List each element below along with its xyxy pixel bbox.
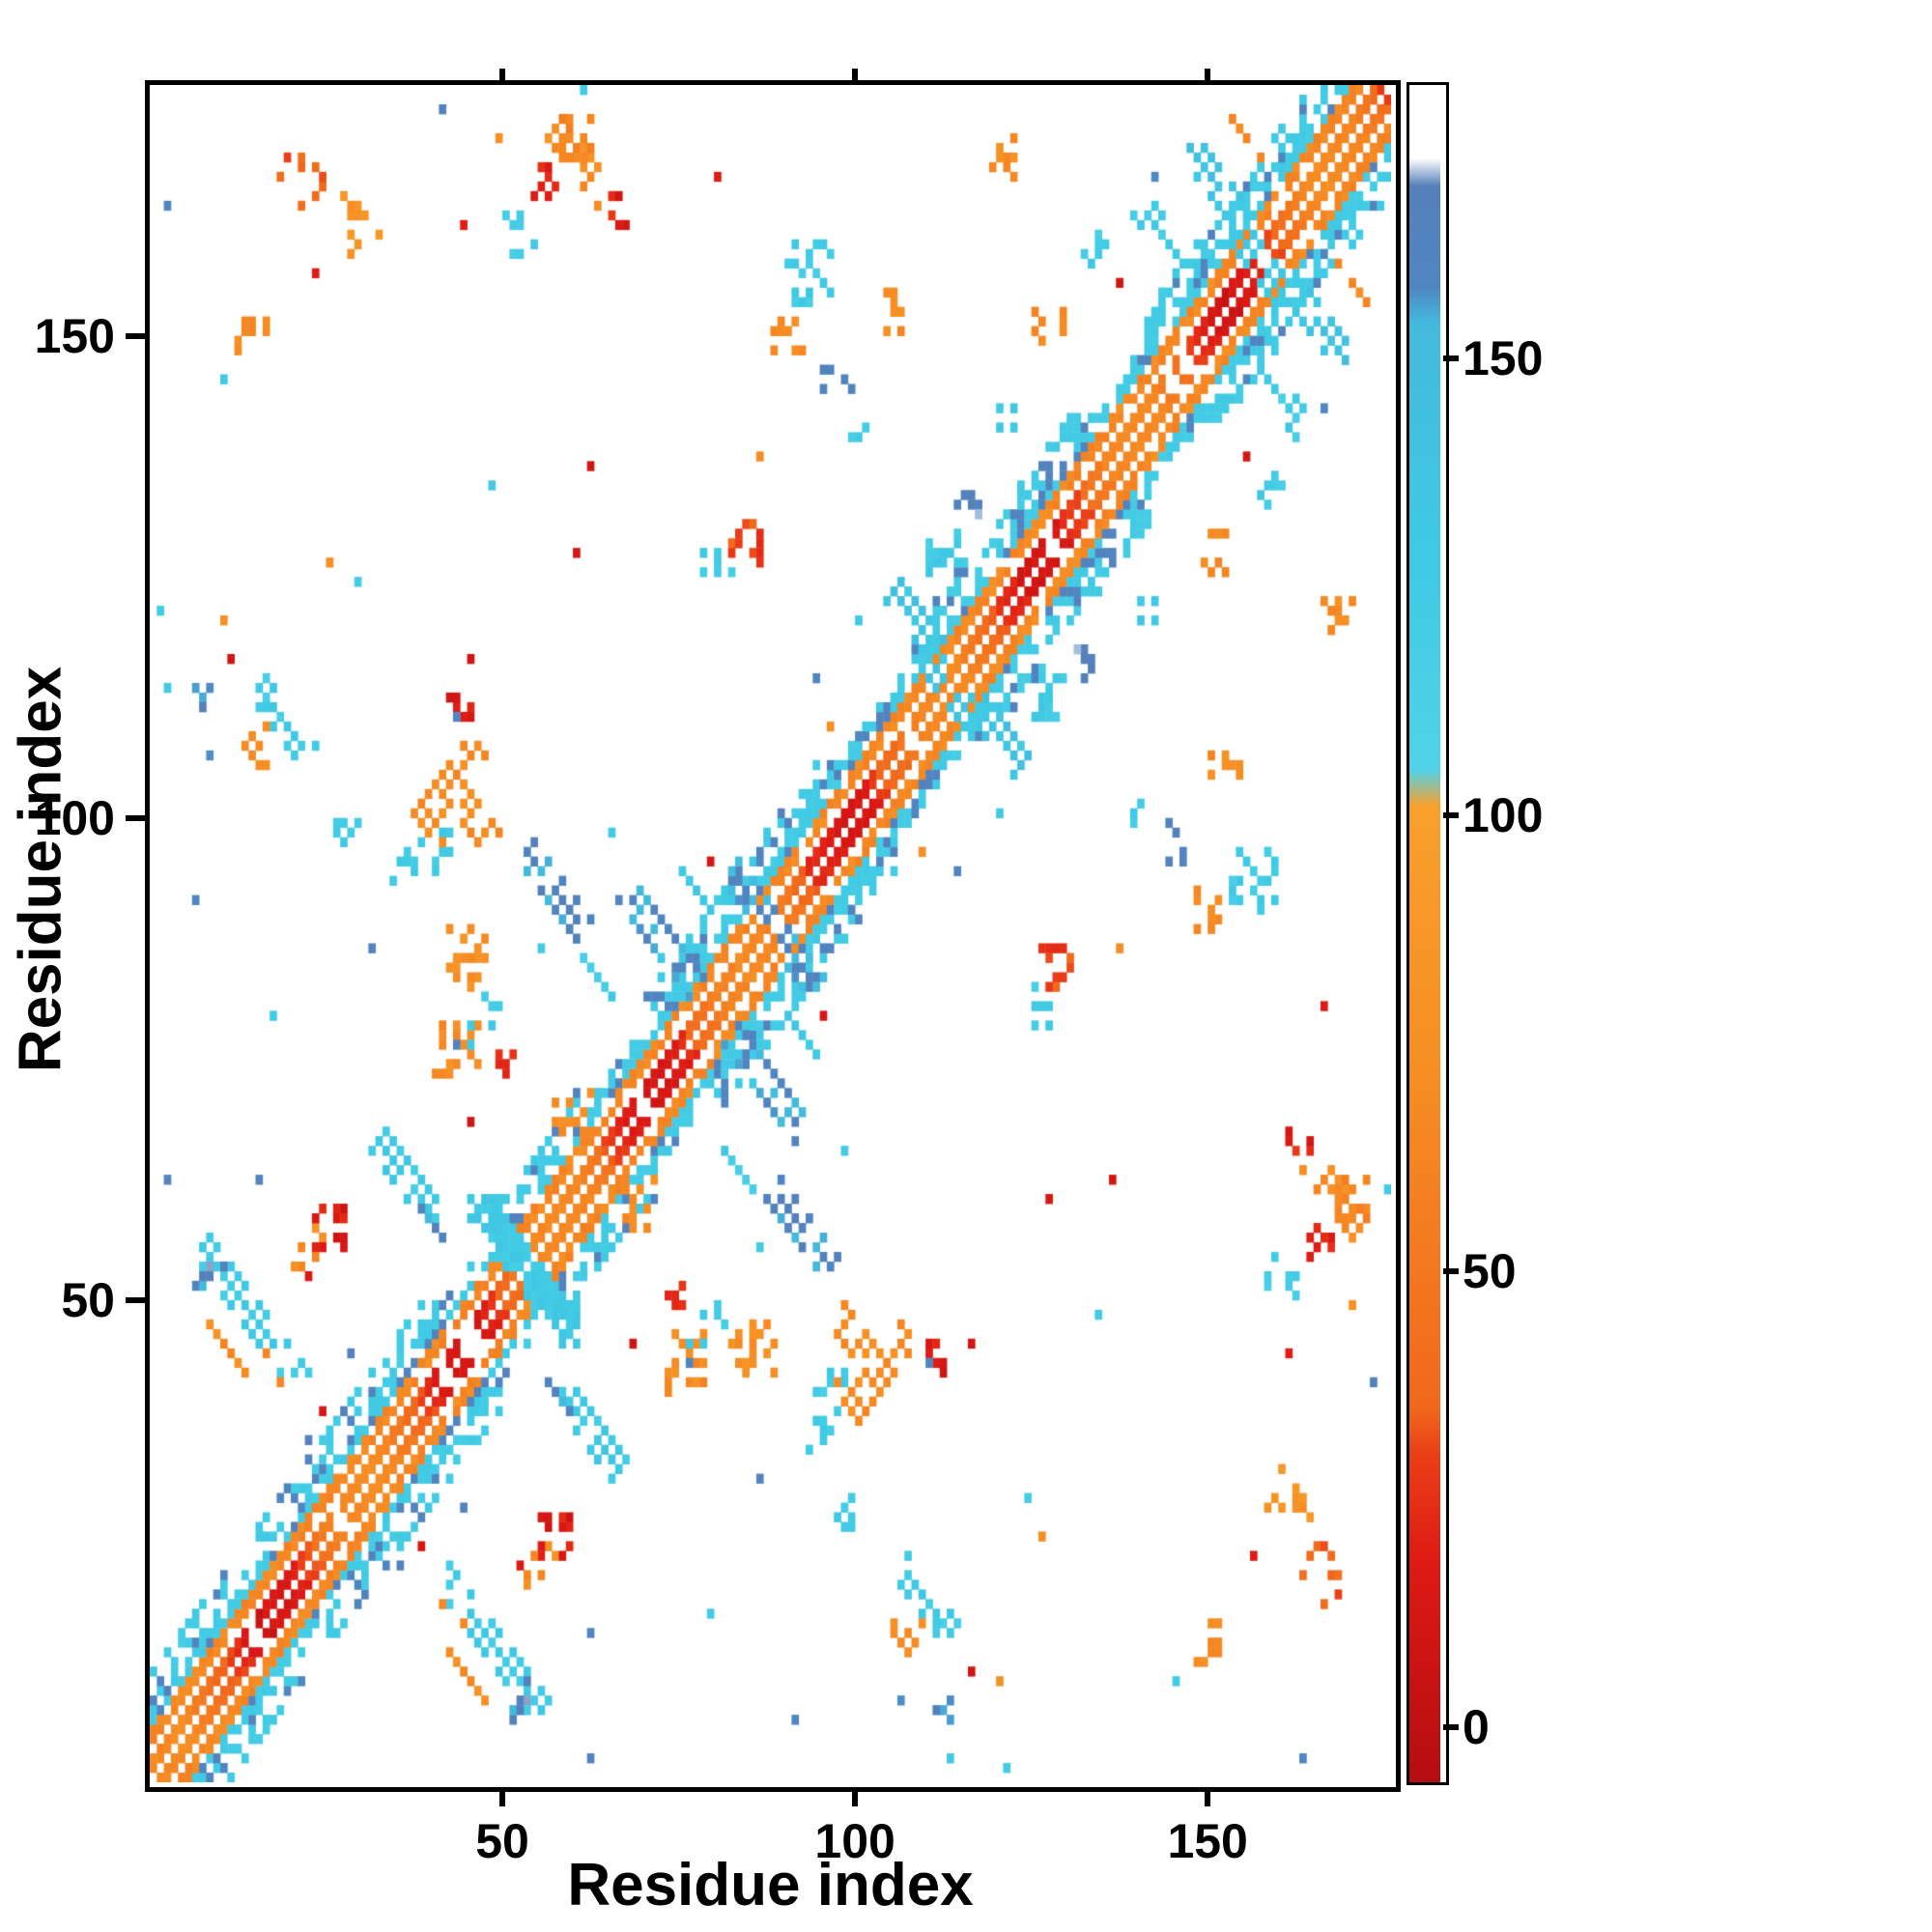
x-axis-label: Residue index — [567, 1852, 974, 1918]
colorbar-tick — [1443, 1268, 1459, 1274]
colorbar-tick — [1443, 355, 1459, 362]
x-tick-label: 50 — [475, 1814, 529, 1868]
colorbar-tick-label: 150 — [1463, 331, 1544, 386]
x-tick-top — [499, 69, 506, 80]
y-tick-label: 150 — [34, 308, 115, 363]
colorbar-tick — [1443, 1724, 1459, 1731]
x-tick — [852, 1787, 859, 1806]
y-tick — [126, 814, 145, 821]
colorbar-tick-label: 100 — [1463, 787, 1544, 842]
x-tick-top — [1205, 69, 1211, 80]
colorbar-tick-label: 0 — [1463, 1700, 1490, 1755]
y-tick — [126, 332, 145, 339]
x-tick — [1205, 1787, 1211, 1806]
x-tick-label: 100 — [814, 1814, 895, 1868]
colorbar — [1409, 85, 1440, 1782]
contact-map-heatmap — [150, 85, 1391, 1782]
x-tick — [499, 1787, 506, 1806]
x-tick-label: 150 — [1167, 1814, 1248, 1868]
y-axis-label: Residue index — [7, 666, 74, 1073]
colorbar-tick-label: 50 — [1463, 1244, 1517, 1298]
y-tick — [126, 1296, 145, 1303]
x-tick-top — [852, 69, 859, 80]
y-tick-label: 50 — [61, 1272, 115, 1327]
colorbar-tick — [1443, 811, 1459, 818]
y-tick-label: 100 — [34, 790, 115, 845]
